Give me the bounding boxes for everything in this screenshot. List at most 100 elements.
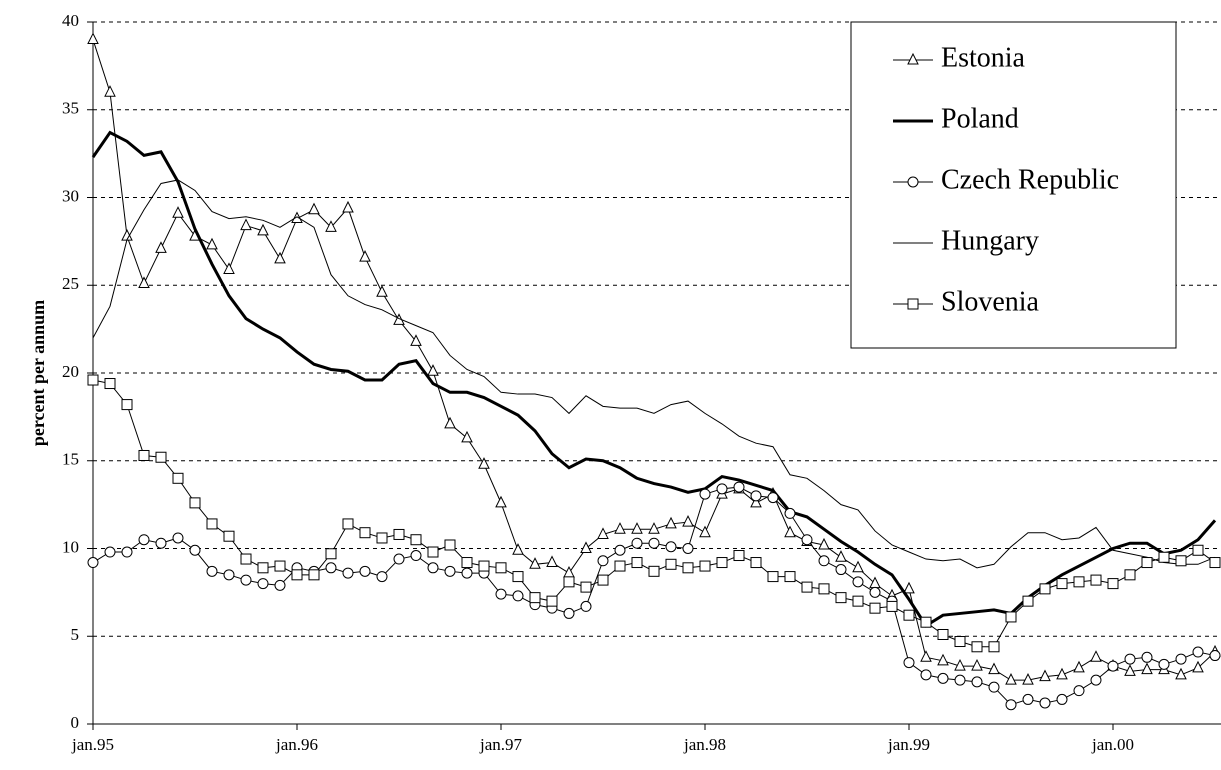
- marker: [937, 653, 949, 666]
- marker: [631, 537, 643, 549]
- marker: [937, 672, 949, 684]
- marker: [291, 569, 303, 581]
- marker: [1073, 660, 1085, 673]
- marker: [308, 569, 320, 581]
- marker: [138, 534, 150, 546]
- y-tick-label: 25: [62, 274, 79, 293]
- x-tick-label: jan.99: [887, 735, 930, 754]
- marker: [1175, 653, 1187, 665]
- marker: [274, 579, 286, 591]
- marker: [172, 472, 184, 484]
- marker: [257, 578, 269, 590]
- marker: [631, 522, 643, 534]
- marker: [104, 378, 116, 390]
- marker: [325, 548, 337, 560]
- marker: [988, 641, 1000, 653]
- marker: [546, 555, 558, 568]
- marker: [223, 530, 235, 542]
- marker: [1175, 555, 1187, 567]
- marker: [920, 650, 932, 662]
- marker: [835, 550, 847, 562]
- marker: [393, 528, 405, 540]
- marker: [155, 537, 167, 549]
- marker: [597, 574, 609, 586]
- marker: [1022, 673, 1034, 685]
- legend-label: Czech Republic: [941, 164, 1119, 195]
- marker: [359, 565, 371, 577]
- marker: [818, 555, 830, 567]
- marker: [682, 543, 694, 554]
- marker: [835, 564, 847, 576]
- marker: [342, 567, 354, 579]
- series-line: [92, 486, 1216, 706]
- marker: [189, 497, 201, 509]
- marker: [325, 562, 337, 574]
- marker: [665, 541, 677, 553]
- marker: [563, 607, 575, 619]
- marker: [733, 550, 745, 562]
- marker: [410, 550, 422, 562]
- marker: [172, 206, 184, 218]
- marker: [682, 562, 694, 574]
- marker: [1005, 699, 1017, 711]
- marker: [189, 544, 201, 556]
- marker: [750, 495, 762, 508]
- marker: [257, 562, 269, 574]
- marker: [716, 483, 728, 495]
- marker: [801, 581, 813, 593]
- marker: [784, 525, 796, 538]
- marker: [852, 595, 864, 607]
- marker: [1192, 660, 1204, 673]
- marker: [1141, 662, 1153, 675]
- marker: [427, 546, 439, 558]
- marker: [733, 481, 745, 493]
- marker: [121, 546, 133, 558]
- y-tick-label: 5: [71, 625, 80, 644]
- marker: [767, 492, 779, 504]
- marker: [240, 574, 252, 586]
- marker: [206, 518, 218, 530]
- y-tick-label: 0: [71, 713, 80, 732]
- marker: [988, 681, 1000, 693]
- marker: [1090, 674, 1102, 686]
- marker: [104, 85, 116, 97]
- marker: [240, 218, 252, 231]
- marker: [699, 525, 711, 538]
- marker: [852, 576, 864, 588]
- marker: [444, 565, 456, 577]
- marker: [682, 515, 694, 527]
- marker: [206, 237, 218, 250]
- y-tick-label: 15: [62, 450, 79, 469]
- marker: [750, 490, 762, 502]
- marker: [1022, 595, 1034, 607]
- marker: [1158, 658, 1170, 670]
- series-line: [92, 179, 1216, 569]
- marker: [699, 560, 711, 572]
- marker: [325, 220, 337, 232]
- marker: [512, 590, 524, 602]
- marker: [1141, 651, 1153, 663]
- marker: [1056, 693, 1068, 705]
- marker: [495, 562, 507, 574]
- y-tick-label: 20: [62, 362, 79, 381]
- marker: [954, 636, 966, 648]
- marker: [291, 211, 303, 224]
- y-axis-label: percent per annum: [28, 300, 48, 446]
- marker: [648, 565, 660, 577]
- marker: [1005, 611, 1017, 623]
- marker: [223, 569, 235, 581]
- marker: [444, 539, 456, 551]
- marker: [512, 571, 524, 583]
- marker: [716, 557, 728, 569]
- marker: [580, 541, 592, 553]
- marker: [903, 657, 915, 669]
- marker: [1107, 578, 1119, 590]
- marker: [87, 374, 99, 386]
- marker: [903, 609, 915, 621]
- marker: [206, 565, 218, 577]
- x-tick-label: jan.98: [683, 735, 726, 754]
- marker: [461, 567, 473, 579]
- marker: [563, 576, 575, 588]
- marker: [461, 557, 473, 569]
- marker: [1056, 667, 1068, 680]
